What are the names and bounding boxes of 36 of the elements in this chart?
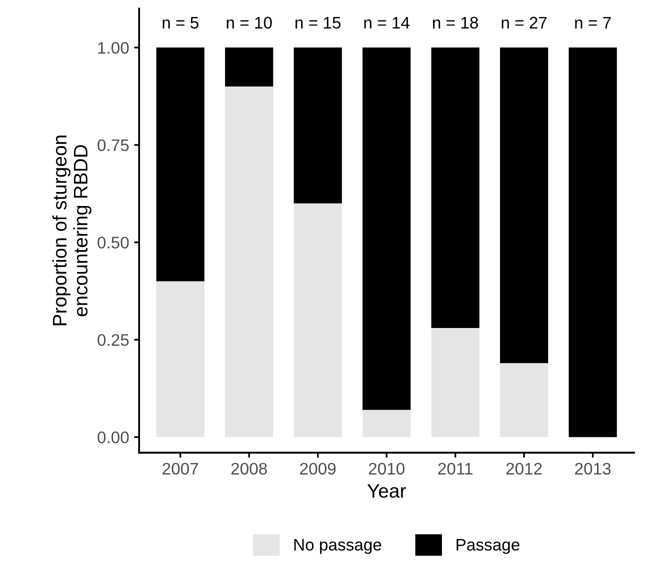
y-tick-label: 0.25 <box>98 334 129 346</box>
bar <box>294 203 342 438</box>
bar <box>500 363 548 438</box>
x-tick-label: 2012 <box>506 462 542 475</box>
y-tick-label: 0.50 <box>98 236 129 249</box>
bar <box>362 48 411 410</box>
bar <box>225 48 274 87</box>
bar <box>500 48 548 364</box>
annotation: n = 10 <box>226 16 272 29</box>
x-tick-label: 2013 <box>575 462 611 475</box>
x-tick-label: 2010 <box>368 462 404 475</box>
y-axis-title: Proportion of sturgeon encountering RBDD <box>52 136 92 326</box>
annotation: n = 5 <box>162 16 198 29</box>
x-tick-label: 2007 <box>162 462 198 475</box>
y-tick-label: 0.75 <box>98 139 129 152</box>
annotation: n = 27 <box>502 16 547 28</box>
x-tick-label: 2011 <box>438 462 472 475</box>
bar <box>431 328 480 438</box>
y-tick-label: 0.00 <box>98 431 129 444</box>
x-tick-label: 2008 <box>231 462 267 475</box>
bar <box>568 48 617 438</box>
annotation: n = 18 <box>433 16 478 29</box>
bar <box>362 410 411 438</box>
bar <box>431 48 480 328</box>
bar <box>225 86 274 438</box>
x-axis-title: Year <box>367 484 406 498</box>
bar <box>294 48 342 204</box>
annotation: n = 14 <box>364 16 410 28</box>
legend-label: Passage <box>456 538 520 554</box>
bar <box>156 48 204 282</box>
legend-label: No passage <box>294 538 382 554</box>
y-tick-label: 1.00 <box>98 42 129 54</box>
bar <box>156 281 204 438</box>
annotation: n = 7 <box>575 16 611 28</box>
annotation: n = 15 <box>296 16 341 29</box>
x-tick-label: 2009 <box>300 462 336 475</box>
